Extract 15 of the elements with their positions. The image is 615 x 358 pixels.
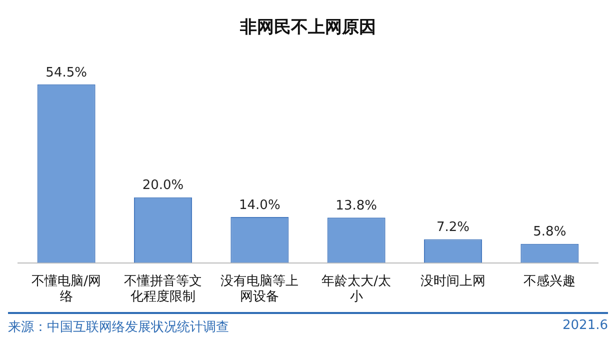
data-label: 7.2% [436, 220, 470, 236]
x-tick-label: 没时间上网 [420, 274, 486, 289]
source-note: 来源：中国互联网络发展状况统计调查 [8, 319, 229, 336]
chart-title: 非网民不上网原因 [239, 18, 376, 38]
x-tick-label: 年龄太大/太小 [322, 274, 392, 305]
data-label: 13.8% [336, 198, 377, 214]
text: 2021.6 [562, 318, 608, 335]
data-label: 54.5% [46, 65, 87, 80]
data-label: 14.0% [239, 198, 280, 213]
x-tick-label: 没有电脑等上网设备 [220, 274, 299, 305]
x-tick-label: 不感兴趣 [524, 274, 576, 289]
x-tick-label: 不懂拼音等文化程度限制 [124, 274, 202, 305]
data-label: 5.8% [533, 224, 566, 240]
x-tick-label: 不懂电脑/网络 [32, 274, 102, 305]
data-label: 20.0% [142, 178, 184, 194]
